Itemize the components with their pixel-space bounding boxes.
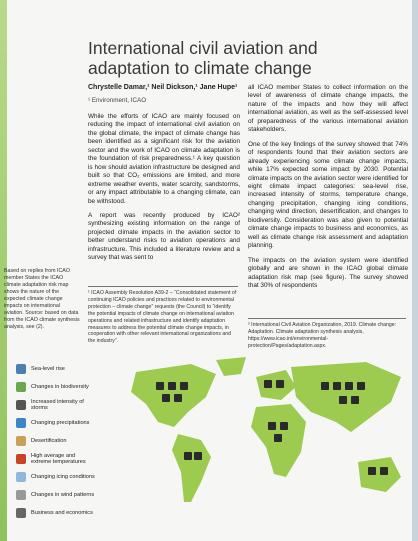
paragraph: While the efforts of ICAO are mainly foc…	[88, 113, 240, 205]
north-america	[131, 364, 216, 427]
australia	[358, 457, 401, 492]
legend-label: Business and economics	[31, 509, 93, 516]
icon	[268, 422, 276, 430]
title: International civil aviation and adaptat…	[88, 38, 318, 78]
icon	[380, 467, 388, 475]
legend-icon	[16, 472, 26, 482]
legend-item: Sea-level rise	[16, 360, 96, 378]
paragraph: A report was recently produced by ICAO² …	[88, 211, 240, 262]
legend-item: High average and extreme temperatures	[16, 450, 96, 468]
icon	[280, 422, 288, 430]
paragraph: all ICAO member States to collect inform…	[248, 84, 408, 134]
legend-icon	[16, 382, 26, 392]
legend-label: Changes in wind patterns	[31, 491, 95, 498]
right-column: all ICAO member States to collect inform…	[248, 84, 408, 296]
icon	[194, 452, 202, 460]
icon	[168, 382, 176, 390]
legend-label: Desertification	[31, 437, 67, 444]
legend-icon	[16, 454, 26, 464]
map-legend: Sea-level rise Changes in biodiversity Inc…	[16, 360, 96, 522]
icon	[184, 452, 192, 460]
footnote: ¹ ICAO Assembly Resolution A39-2 – “Cons…	[88, 286, 238, 345]
authors: Chrystelle Damar,¹ Neil Dickson,¹ Jane H…	[88, 84, 238, 91]
legend-icon	[16, 418, 26, 428]
icon	[276, 380, 284, 388]
paragraph: One of the key findings of the survey sh…	[248, 140, 408, 250]
icon	[345, 382, 353, 390]
legend-item: Increased intensity of storms	[16, 396, 96, 414]
left-column: While the efforts of ICAO are mainly foc…	[88, 113, 240, 269]
side-strip	[0, 0, 7, 541]
legend-item: Changes in biodiversity	[16, 378, 96, 396]
legend-label: High average and extreme temperatures	[31, 452, 86, 465]
legend-icon	[16, 490, 26, 500]
paragraph: The impacts on the aviation system were …	[248, 256, 408, 289]
risk-map	[131, 357, 401, 502]
continents	[131, 357, 401, 502]
icon	[162, 394, 170, 402]
icon	[180, 382, 188, 390]
icon	[264, 380, 272, 388]
legend-icon	[16, 364, 26, 374]
legend-item: Business and economics	[16, 504, 96, 522]
icon	[274, 434, 282, 442]
legend-label: Increased intensity of storms	[31, 398, 84, 411]
legend-label: Changing precipitations	[31, 419, 90, 426]
legend-item: Changes in wind patterns	[16, 486, 96, 504]
icon	[156, 382, 164, 390]
icon	[368, 467, 376, 475]
legend-label: Changing icing conditions	[31, 473, 95, 480]
legend-item: Changing icing conditions	[16, 468, 96, 486]
icon	[351, 396, 359, 404]
legend-item: Desertification	[16, 432, 96, 450]
footnote: ² International Civil Aviation Organizat…	[248, 318, 406, 350]
figure-caption: Based on replies from ICAO member States…	[4, 268, 80, 330]
icon	[333, 382, 341, 390]
impact-icons	[156, 380, 388, 475]
legend-icon	[16, 436, 26, 446]
icon	[357, 382, 365, 390]
page-edge	[412, 0, 418, 541]
legend-label: Changes in biodiversity	[31, 383, 89, 390]
icon	[174, 394, 182, 402]
icon	[339, 396, 347, 404]
legend-item: Changing precipitations	[16, 414, 96, 432]
south-america	[172, 434, 211, 502]
affiliation: ¹ Environment, ICAO	[88, 97, 147, 104]
legend-label: Sea-level rise	[31, 365, 65, 372]
legend-icon	[16, 400, 26, 410]
greenland	[216, 357, 246, 376]
icon	[321, 382, 329, 390]
legend-icon	[16, 508, 26, 518]
